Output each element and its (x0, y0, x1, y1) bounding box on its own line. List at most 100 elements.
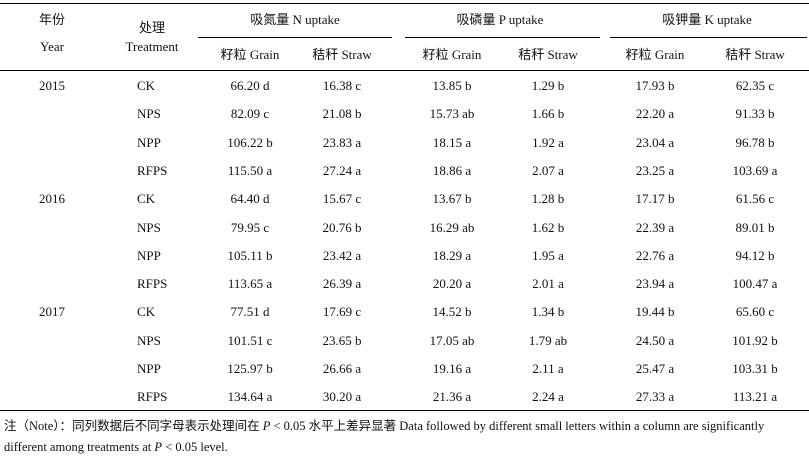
cell: 65.60 c (735, 304, 775, 320)
cell: 23.65 b (322, 332, 362, 348)
group-rule (610, 37, 807, 38)
cell: 2.01 a (532, 276, 564, 292)
cell: 101.92 b (732, 332, 778, 348)
cell: 23.94 a (635, 276, 675, 292)
cell: 105.11 b (227, 247, 273, 263)
cell: 113.21 a (732, 389, 778, 405)
cell: 125.97 b (227, 361, 273, 376)
cell: 27.24 a (322, 162, 362, 178)
cell: 16.29 ab (429, 219, 475, 235)
group-header: 吸磷量 P uptake (456, 12, 544, 27)
treatment: CK (137, 304, 156, 320)
cell: 61.56 c (735, 191, 775, 207)
cell: 103.31 b (732, 361, 778, 376)
cell: 89.01 b (735, 219, 775, 235)
cell: 113.65 a (227, 276, 273, 292)
cell: 13.67 b (432, 191, 472, 207)
treatment: NPP (137, 134, 161, 150)
cell: 103.69 a (732, 162, 778, 178)
subheader: 秸秆 Straw (518, 47, 578, 62)
cell: 77.51 d (230, 304, 270, 320)
cell: 21.36 a (432, 389, 472, 405)
cell: 106.22 b (227, 134, 273, 150)
cell: 1.92 a (532, 134, 564, 150)
group-header: 吸钾量 K uptake (662, 12, 752, 27)
cell: 17.93 b (635, 78, 675, 93)
cell: 134.64 a (227, 389, 273, 405)
note-label: 注（Note）： (4, 419, 73, 433)
cell: 17.05 ab (429, 332, 475, 348)
cell: 25.47 a (635, 361, 675, 376)
cell: 22.39 a (635, 219, 675, 235)
note-text: < 0.05 level. (162, 440, 228, 454)
note: 注（Note）：同列数据后不同字母表示处理间在 P < 0.05 水平上差异显著… (4, 416, 807, 458)
cell: 64.40 d (230, 191, 270, 207)
cell: 22.20 a (635, 106, 675, 122)
subheader: 秸秆 Straw (725, 47, 785, 62)
cell: 17.69 c (322, 304, 362, 320)
subheader: 籽粒 Grain (422, 47, 482, 62)
treatment: NPS (137, 106, 161, 122)
note-text: < 0.05 水平上差异显著 Data followed by differen… (4, 419, 765, 454)
cell: 23.83 a (322, 134, 362, 150)
cell: 22.76 a (635, 247, 675, 263)
treatment: RFPS (137, 389, 168, 405)
cell: 18.15 a (432, 134, 472, 150)
bottom-rule (0, 410, 809, 411)
subheader: 籽粒 Grain (625, 47, 685, 62)
cell: 94.12 b (735, 247, 775, 263)
cell: 82.09 c (230, 106, 270, 122)
year: 2016 (39, 191, 65, 207)
cell: 1.62 b (531, 219, 565, 235)
cell: 100.47 a (732, 276, 778, 292)
treatment: RFPS (137, 162, 168, 178)
header-rule (0, 70, 809, 71)
treatment-header: 处理 (138, 20, 166, 35)
cell: 19.16 a (432, 361, 472, 376)
treatment: NPS (137, 332, 161, 348)
cell: 62.35 c (735, 78, 775, 93)
cell: 2.07 a (532, 162, 564, 178)
cell: 20.76 b (322, 219, 362, 235)
cell: 15.73 ab (429, 106, 475, 122)
group-header: 吸氮量 N uptake (250, 12, 340, 27)
cell: 79.95 c (230, 219, 270, 235)
top-rule (0, 3, 809, 4)
cell: 96.78 b (735, 134, 775, 150)
cell: 23.04 a (635, 134, 675, 150)
treatment: NPP (137, 247, 161, 263)
treatment: CK (137, 78, 156, 93)
year: 2015 (39, 78, 65, 93)
cell: 14.52 b (432, 304, 472, 320)
treatment: RFPS (137, 276, 168, 292)
cell: 23.42 a (322, 247, 362, 263)
year: 2017 (39, 304, 65, 320)
note-text: P (262, 419, 271, 433)
treatment: NPP (137, 361, 161, 376)
treatment-header: Treatment (125, 39, 179, 54)
cell: 15.67 c (322, 191, 362, 207)
year-header: 年份 (38, 12, 66, 27)
cell: 1.95 a (532, 247, 564, 263)
treatment: NPS (137, 219, 161, 235)
cell: 26.66 a (322, 361, 362, 376)
cell: 66.20 d (230, 78, 270, 93)
cell: 1.66 b (531, 106, 565, 122)
cell: 30.20 a (322, 389, 362, 405)
cell: 24.50 a (635, 332, 675, 348)
cell: 21.08 b (322, 106, 362, 122)
cell: 1.34 b (531, 304, 565, 320)
cell: 19.44 b (635, 304, 675, 320)
cell: 1.29 b (531, 78, 565, 93)
cell: 17.17 b (635, 191, 675, 207)
cell: 115.50 a (227, 162, 273, 178)
note-text: 同列数据后不同字母表示处理间在 (72, 419, 263, 433)
cell: 1.28 b (531, 191, 565, 207)
cell: 26.39 a (322, 276, 362, 292)
cell: 13.85 b (432, 78, 472, 93)
cell: 91.33 b (735, 106, 775, 122)
year-header: Year (40, 39, 64, 54)
cell: 2.11 a (532, 361, 564, 376)
group-rule (405, 37, 600, 38)
